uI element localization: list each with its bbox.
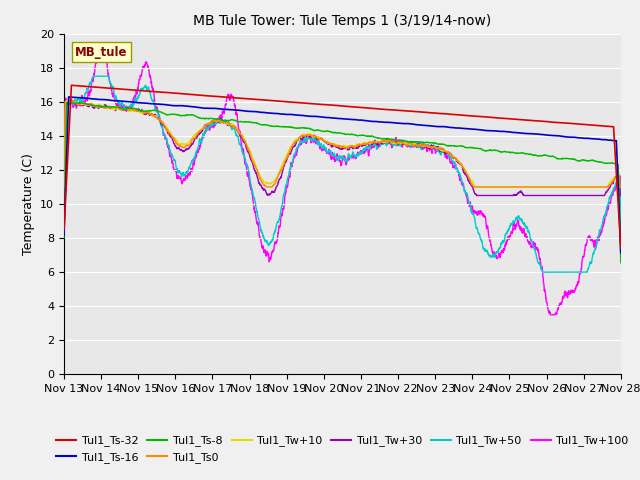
Title: MB Tule Tower: Tule Temps 1 (3/19/14-now): MB Tule Tower: Tule Temps 1 (3/19/14-now… (193, 14, 492, 28)
Text: MB_tule: MB_tule (75, 46, 127, 59)
Legend: Tul1_Ts-32, Tul1_Ts-16, Tul1_Ts-8, Tul1_Ts0, Tul1_Tw+10, Tul1_Tw+30, Tul1_Tw+50,: Tul1_Ts-32, Tul1_Ts-16, Tul1_Ts-8, Tul1_… (52, 431, 633, 468)
Y-axis label: Temperature (C): Temperature (C) (22, 153, 35, 255)
